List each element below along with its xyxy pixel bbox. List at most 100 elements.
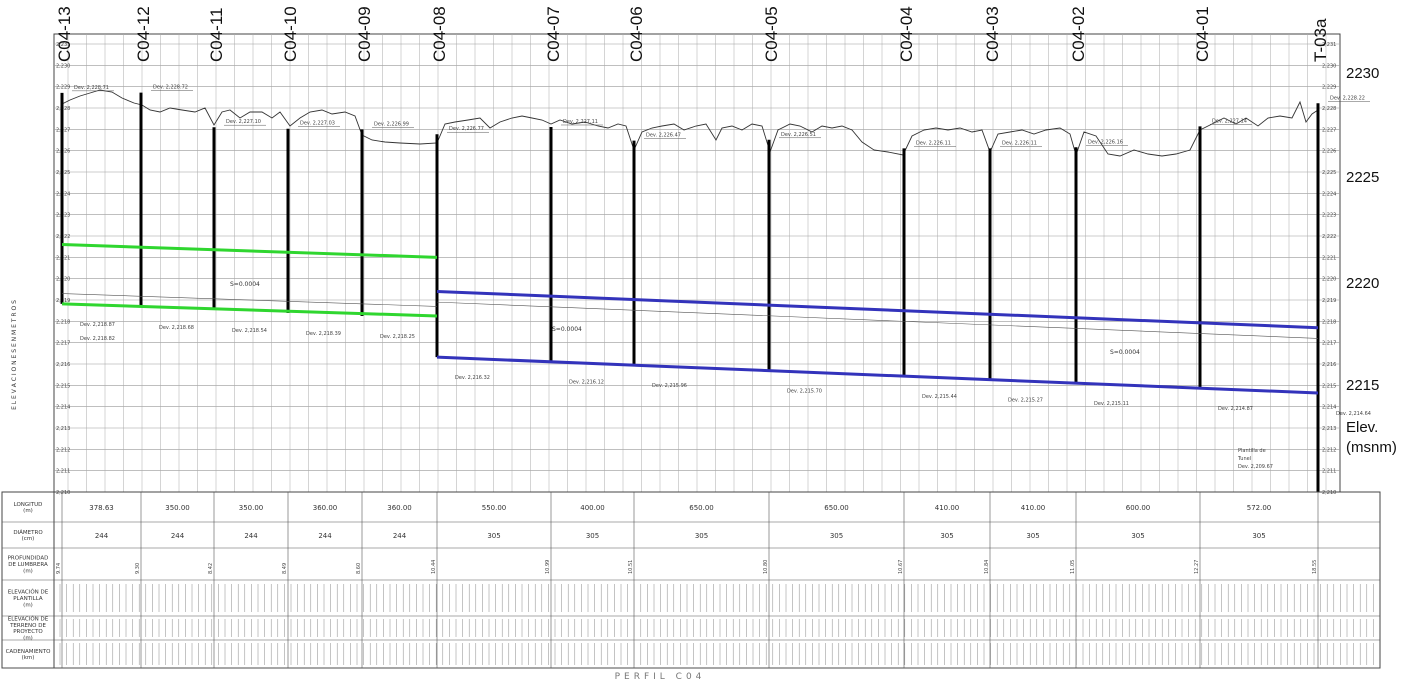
right-small-tick-label: 2,213 [1322, 426, 1336, 432]
tunnel-floor-label: Plantilla de [1238, 448, 1266, 454]
cell-profundidad: 10.80 [763, 560, 769, 574]
terrain-elev-label: Dev. 2,228.22 [1330, 95, 1365, 101]
shaft-label: C04-06 [627, 6, 646, 62]
cell-diametro: 244 [171, 532, 185, 540]
right-small-tick-label: 2,212 [1322, 447, 1336, 453]
cell-longitud: 400.00 [580, 504, 605, 512]
cell-diametro: 305 [695, 532, 708, 540]
right-small-tick-label: 2,214 [1322, 405, 1336, 411]
table-row-label: TERRENO DE [9, 623, 46, 629]
shaft-label: C04-13 [55, 6, 74, 62]
invert-elev-label: Dev. 2,218.39 [306, 331, 341, 337]
tunnel-floor-label: Dev. 2,209.67 [1238, 464, 1273, 470]
right-small-tick-label: 2,218 [1322, 319, 1336, 325]
invert-elev-label: Dev. 2,216.12 [569, 379, 604, 385]
terrain-elev-label: Dev. 2,227.14 [1212, 118, 1247, 124]
left-tick-label: 2,231 [56, 42, 70, 48]
left-tick-label: 2,218 [56, 319, 70, 325]
right-axis-unit-line2: (msnm) [1346, 439, 1397, 456]
left-tick-label: 2,214 [56, 405, 70, 411]
invert-elev-label: Dev. 2,214.64 [1336, 411, 1371, 417]
left-tick-label: 2,210 [56, 490, 70, 496]
table-row-label: PLANTILLA [13, 596, 43, 602]
terrain-elev-label: Dev. 2,226.11 [1002, 140, 1037, 146]
right-axis-unit-line1: Elev. [1346, 419, 1378, 436]
left-tick-label: 2,211 [56, 469, 70, 475]
shaft-label: C04-02 [1069, 6, 1088, 62]
terrain-elev-label: Dev. 2,228.72 [153, 85, 188, 91]
left-tick-label: 2,212 [56, 447, 70, 453]
invert-elev-label: Dev. 2,215.11 [1094, 401, 1129, 407]
cell-diametro: 305 [1252, 532, 1265, 540]
cell-profundidad: 12.27 [1194, 560, 1200, 574]
terrain-profile-line [61, 89, 1319, 157]
slope-label: S=0.0004 [552, 326, 582, 333]
cell-longitud: 410.00 [935, 504, 960, 512]
cell-longitud: 350.00 [165, 504, 190, 512]
terrain-elev-label: Dev. 2,227.10 [226, 119, 261, 125]
cell-longitud: 360.00 [313, 504, 338, 512]
pipe-centerline-305 [436, 301, 1319, 339]
right-small-tick-label: 2,228 [1322, 106, 1336, 112]
cell-diametro: 244 [393, 532, 407, 540]
right-small-tick-label: 2,223 [1322, 213, 1336, 219]
cell-profundidad: 10.44 [431, 560, 437, 574]
cell-longitud: 650.00 [689, 504, 714, 512]
pipe-centerline-244 [61, 293, 438, 307]
cell-diametro: 305 [940, 532, 953, 540]
cell-longitud: 550.00 [482, 504, 507, 512]
slope-label: S=0.0004 [1110, 349, 1140, 356]
cell-profundidad: 8.42 [208, 563, 214, 574]
terrain-elev-label: Dev. 2,227.11 [563, 119, 598, 125]
pipe-invert-305 [436, 355, 1319, 395]
shaft-label: C04-11 [207, 8, 226, 63]
invert-elev-label: Dev. 2,215.44 [922, 394, 957, 400]
invert-elev-label: Dev. 2,215.27 [1008, 398, 1043, 404]
cell-diametro: 305 [1131, 532, 1144, 540]
shaft-label: T-03a [1311, 18, 1330, 62]
shaft-label: C04-10 [281, 6, 300, 62]
shaft-label: C04-09 [355, 6, 374, 62]
invert-elev-label: Dev. 2,215.96 [652, 383, 687, 389]
table-row-label: (m) [23, 636, 33, 642]
cell-profundidad: 10.99 [545, 560, 551, 574]
right-small-tick-label: 2,211 [1322, 469, 1336, 475]
right-small-tick-label: 2,215 [1322, 383, 1336, 389]
table-row-label: (m) [23, 568, 33, 574]
right-small-tick-label: 2,227 [1322, 127, 1336, 133]
cell-diametro: 244 [95, 532, 109, 540]
right-small-tick-label: 2,231 [1322, 42, 1336, 48]
table-row-label: (km) [22, 655, 35, 661]
pipe-crown-244 [61, 243, 438, 259]
cell-diametro: 305 [586, 532, 599, 540]
cell-diametro: 244 [244, 532, 258, 540]
annotation-labels: C04-13 Dev. 2,228.71 Dev. 2,218.87 Dev. 2,2… [55, 6, 1371, 470]
shaft-label: C04-12 [134, 6, 153, 62]
invert-elev-label: Dev. 2,218.25 [380, 334, 415, 340]
right-small-tick-label: 2,210 [1322, 490, 1336, 496]
table-row-label: (m) [23, 602, 33, 608]
tunnel-floor-label: Tunel [1237, 456, 1251, 462]
cell-profundidad: 9.30 [135, 563, 141, 574]
right-small-tick-label: 2,224 [1322, 191, 1336, 197]
right-elevation-axis: 2230 2225 2220 2215 Elev. (msnm) [1346, 65, 1397, 456]
invert-elev-label: Dev. 2,218.87 [80, 322, 115, 328]
right-tick-2230: 2230 [1346, 65, 1379, 82]
pipe-crown-305 [436, 289, 1319, 330]
cell-profundidad: 10.67 [898, 560, 904, 574]
cell-profundidad: 10.51 [628, 560, 634, 574]
right-small-tick-label: 2,217 [1322, 341, 1336, 347]
cell-diametro: 305 [487, 532, 500, 540]
right-small-tick-label: 2,230 [1322, 63, 1336, 69]
right-small-tick-label: 2,229 [1322, 85, 1336, 91]
cell-profundidad: 8.49 [282, 563, 288, 574]
right-tick-2215: 2215 [1346, 377, 1379, 394]
cell-profundidad: 8.60 [356, 563, 362, 574]
left-axis-title: E L E V A C I O N E S E N M E T R O S [11, 300, 18, 410]
right-tick-2220: 2220 [1346, 275, 1379, 292]
right-small-tick-label: 2,221 [1322, 255, 1336, 261]
left-tick-label: 2,216 [56, 362, 70, 368]
shaft-label: C04-08 [430, 6, 449, 62]
